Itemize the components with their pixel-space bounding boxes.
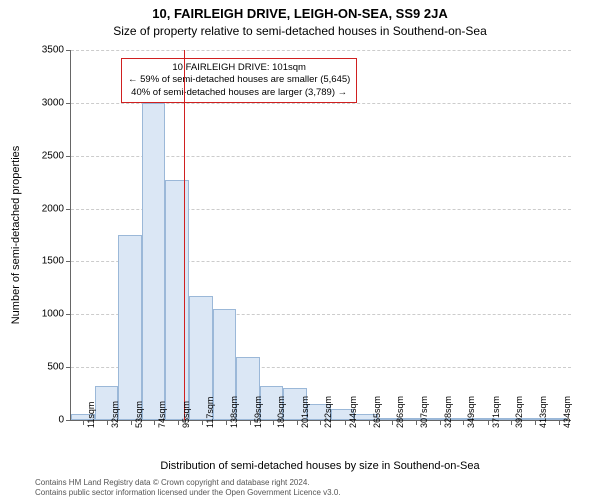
xtick-label: 265sqm — [372, 396, 382, 428]
ytick-label: 1500 — [24, 256, 64, 267]
xtick-mark — [511, 420, 512, 425]
xtick-mark — [440, 420, 441, 425]
ytick-label: 1000 — [24, 309, 64, 320]
annotation-line1: 10 FAIRLEIGH DRIVE: 101sqm — [128, 62, 350, 74]
xtick-label: 392sqm — [514, 396, 524, 428]
ytick-mark — [66, 156, 71, 157]
xtick-label: 159sqm — [253, 396, 263, 428]
x-axis-label: Distribution of semi-detached houses by … — [70, 460, 570, 472]
xtick-mark — [535, 420, 536, 425]
ytick-label: 3000 — [24, 97, 64, 108]
ytick-mark — [66, 50, 71, 51]
xtick-mark — [369, 420, 370, 425]
reference-line — [184, 50, 185, 420]
xtick-mark — [226, 420, 227, 425]
xtick-label: 371sqm — [491, 396, 501, 428]
ytick-mark — [66, 103, 71, 104]
xtick-mark — [83, 420, 84, 425]
annotation-line2: ← 59% of semi-detached houses are smalle… — [128, 74, 350, 86]
ytick-label: 3500 — [24, 45, 64, 56]
annotation-line3: 40% of semi-detached houses are larger (… — [128, 87, 350, 99]
xtick-mark — [273, 420, 274, 425]
xtick-label: 244sqm — [348, 396, 358, 428]
xtick-label: 117sqm — [205, 397, 215, 428]
histogram-bar — [142, 103, 166, 420]
xtick-mark — [297, 420, 298, 425]
ytick-label: 500 — [24, 362, 64, 373]
chart-container: 10, FAIRLEIGH DRIVE, LEIGH-ON-SEA, SS9 2… — [0, 0, 600, 500]
footer-attribution: Contains HM Land Registry data © Crown c… — [35, 478, 341, 497]
title-sub: Size of property relative to semi-detach… — [0, 24, 600, 38]
y-axis-label: Number of semi-detached properties — [10, 146, 22, 325]
gridline — [71, 50, 571, 51]
xtick-mark — [416, 420, 417, 425]
chart-plot-area: 10 FAIRLEIGH DRIVE: 101sqm ← 59% of semi… — [70, 50, 571, 421]
xtick-label: 349sqm — [466, 396, 476, 428]
xtick-label: 307sqm — [419, 396, 429, 428]
xtick-mark — [154, 420, 155, 425]
ytick-label: 2000 — [24, 203, 64, 214]
xtick-mark — [320, 420, 321, 425]
ytick-mark — [66, 420, 71, 421]
xtick-label: 32sqm — [110, 401, 120, 428]
xtick-mark — [250, 420, 251, 425]
title-main: 10, FAIRLEIGH DRIVE, LEIGH-ON-SEA, SS9 2… — [0, 6, 600, 21]
xtick-label: 138sqm — [229, 396, 239, 428]
xtick-mark — [178, 420, 179, 425]
xtick-label: 74sqm — [157, 401, 167, 428]
xtick-label: 328sqm — [443, 396, 453, 428]
xtick-label: 53sqm — [134, 401, 144, 428]
histogram-bar — [118, 235, 142, 420]
xtick-mark — [131, 420, 132, 425]
xtick-label: 95sqm — [181, 401, 191, 428]
footer-line1: Contains HM Land Registry data © Crown c… — [35, 478, 341, 488]
ytick-mark — [66, 261, 71, 262]
xtick-label: 180sqm — [276, 396, 286, 428]
xtick-mark — [392, 420, 393, 425]
xtick-label: 413sqm — [538, 396, 548, 428]
xtick-label: 434sqm — [562, 396, 572, 428]
xtick-mark — [488, 420, 489, 425]
xtick-mark — [107, 420, 108, 425]
xtick-label: 286sqm — [395, 396, 405, 428]
ytick-mark — [66, 367, 71, 368]
ytick-mark — [66, 209, 71, 210]
footer-line2: Contains public sector information licen… — [35, 488, 341, 498]
xtick-label: 11sqm — [86, 402, 96, 428]
xtick-mark — [463, 420, 464, 425]
xtick-mark — [202, 420, 203, 425]
xtick-label: 222sqm — [323, 396, 333, 428]
xtick-mark — [559, 420, 560, 425]
ytick-label: 2500 — [24, 150, 64, 161]
xtick-mark — [345, 420, 346, 425]
ytick-mark — [66, 314, 71, 315]
ytick-label: 0 — [24, 415, 64, 426]
annotation-box: 10 FAIRLEIGH DRIVE: 101sqm ← 59% of semi… — [121, 58, 357, 103]
xtick-label: 201sqm — [300, 396, 310, 428]
